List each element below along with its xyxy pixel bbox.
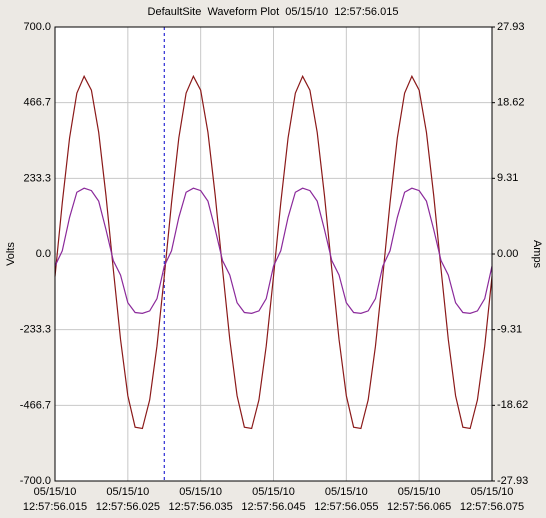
- x-tick-label: 05/15/10 12:57:56.075: [459, 486, 525, 513]
- y2-axis-label: Amps: [531, 240, 543, 269]
- x-tick-label: 05/15/10 12:57:56.055: [314, 486, 379, 513]
- x-tick-label: 05/15/10 12:57:56.025: [95, 486, 160, 513]
- y-tick-label: -233.3: [20, 324, 51, 336]
- x-tick-label: 05/15/10 12:57:56.065: [387, 486, 452, 513]
- y2-tick-label: 0.00: [497, 248, 518, 260]
- plot-border: [54, 26, 493, 482]
- x-tick-label: 05/15/10 12:57:56.035: [168, 486, 233, 513]
- x-tick-label: 05/15/10 12:57:56.045: [241, 486, 306, 513]
- y2-tick-label: 9.31: [497, 172, 518, 184]
- y2-tick-label: -9.31: [497, 324, 522, 336]
- chart-title: DefaultSite Waveform Plot 05/15/10 12:57…: [148, 6, 399, 18]
- y-tick-label: -466.7: [20, 399, 51, 411]
- y-axis-label: Volts: [5, 242, 17, 266]
- y-tick-label: -700.0: [20, 475, 51, 487]
- y2-tick-label: -18.62: [497, 399, 528, 411]
- y2-tick-label: -27.93: [497, 475, 528, 487]
- y2-tick-label: 18.62: [497, 97, 525, 109]
- y2-tick-label: 27.93: [497, 21, 525, 33]
- y-tick-label: 466.7: [23, 97, 51, 109]
- series-line: [54, 74, 493, 430]
- series-line: [54, 187, 493, 314]
- y-tick-label: 700.0: [23, 21, 51, 33]
- x-tick-label: 05/15/10 12:57:56.015: [22, 486, 88, 513]
- y-tick-label: 0.0: [36, 248, 51, 260]
- y-tick-label: 233.3: [23, 172, 51, 184]
